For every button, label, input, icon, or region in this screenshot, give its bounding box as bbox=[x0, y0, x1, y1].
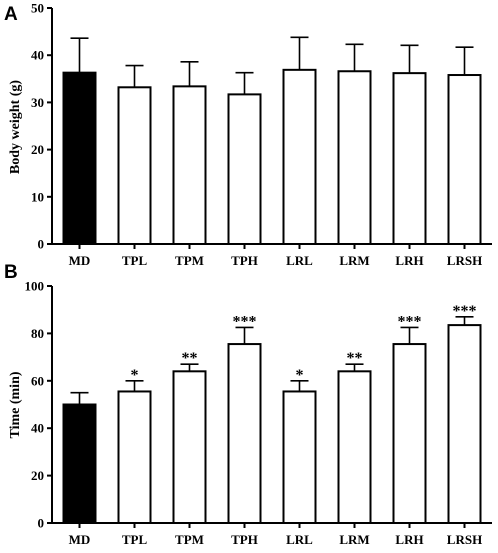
panel-b-category-label: LRM bbox=[339, 532, 369, 547]
panel-b-bar bbox=[172, 370, 207, 524]
panel-b-bar bbox=[62, 403, 97, 524]
panel-b-plot: 0 20 40 60 80 100 MD TPL * TPM ** TPH *** LRL * LRM ** LR… bbox=[25, 279, 492, 547]
panel-a-y-tick-label: 0 bbox=[38, 237, 45, 252]
panel-b-y-tick-label: 100 bbox=[25, 279, 45, 294]
panel-a-y-tick-label: 50 bbox=[31, 1, 44, 16]
panel-b-y-tick-label: 40 bbox=[31, 421, 44, 436]
panel-b-category-label: TPM bbox=[175, 532, 204, 547]
panel-a-bar bbox=[227, 93, 262, 245]
panel-a-bar bbox=[172, 85, 207, 245]
panel-b-letter: B bbox=[4, 262, 18, 283]
panel-b-category-label: TPH bbox=[231, 532, 258, 547]
panel-b-y-tick-label: 20 bbox=[31, 468, 44, 483]
panel-b-bar bbox=[447, 324, 482, 525]
panel-b-significance-label: *** bbox=[398, 313, 422, 330]
panel-a-bar bbox=[282, 68, 317, 245]
panel-b-significance-label: ** bbox=[182, 350, 198, 367]
panel-b-bar bbox=[282, 390, 317, 524]
panel-b-significance-label: *** bbox=[233, 313, 257, 330]
panel-b-y-tick-label: 60 bbox=[31, 373, 44, 388]
panel-b-bar bbox=[392, 343, 427, 524]
panel-b-significance-label: * bbox=[131, 367, 139, 384]
panel-a-category-label: TPL bbox=[122, 253, 148, 268]
panel-b-bar bbox=[117, 390, 152, 524]
panel-b-category-label: LRSH bbox=[447, 532, 482, 547]
panel-a-y-tick-label: 30 bbox=[31, 95, 44, 110]
panel-b-significance-label: * bbox=[296, 367, 304, 384]
panel-a-bar bbox=[337, 70, 372, 245]
panel-a-category-label: LRL bbox=[286, 253, 313, 268]
panel-b-significance-label: ** bbox=[347, 350, 363, 367]
panel-b-bar bbox=[227, 343, 262, 524]
panel-a-y-axis-title: Body weight (g) bbox=[8, 80, 23, 174]
panel-a-category-label: LRH bbox=[395, 253, 423, 268]
panel-b-y-axis-title: Time (min) bbox=[8, 371, 23, 438]
panel-a-bar bbox=[117, 86, 152, 245]
panel-a-category-label: MD bbox=[69, 253, 91, 268]
panel-a-category-label: LRSH bbox=[447, 253, 482, 268]
panel-b-significance-label: *** bbox=[453, 303, 477, 320]
panel-a-bar bbox=[62, 71, 97, 245]
panel-b-category-label: TPL bbox=[122, 532, 148, 547]
panel-a-y-tick-label: 40 bbox=[31, 48, 44, 63]
panel-a-category-label: TPM bbox=[175, 253, 204, 268]
panel-a-letter: A bbox=[4, 4, 18, 25]
panel-b-y-tick-label: 0 bbox=[38, 516, 45, 531]
panel-a-bar bbox=[392, 72, 427, 245]
panel-b-category-label: MD bbox=[69, 532, 91, 547]
panel-b-category-label: LRH bbox=[395, 532, 423, 547]
panel-b-y-tick-label: 80 bbox=[31, 326, 44, 341]
panel-a-y-tick-label: 20 bbox=[31, 142, 44, 157]
panel-a-bar bbox=[447, 74, 482, 245]
panel-b-category-label: LRL bbox=[286, 532, 313, 547]
panel-a-category-label: LRM bbox=[339, 253, 369, 268]
panel-a-y-tick-label: 10 bbox=[31, 189, 44, 204]
panel-b-bar bbox=[337, 370, 372, 524]
panel-a-plot: 0 10 20 30 40 50 MD TPL TPM TPH LRL LRM LRH LRSH bbox=[31, 1, 492, 268]
panel-a-category-label: TPH bbox=[231, 253, 258, 268]
